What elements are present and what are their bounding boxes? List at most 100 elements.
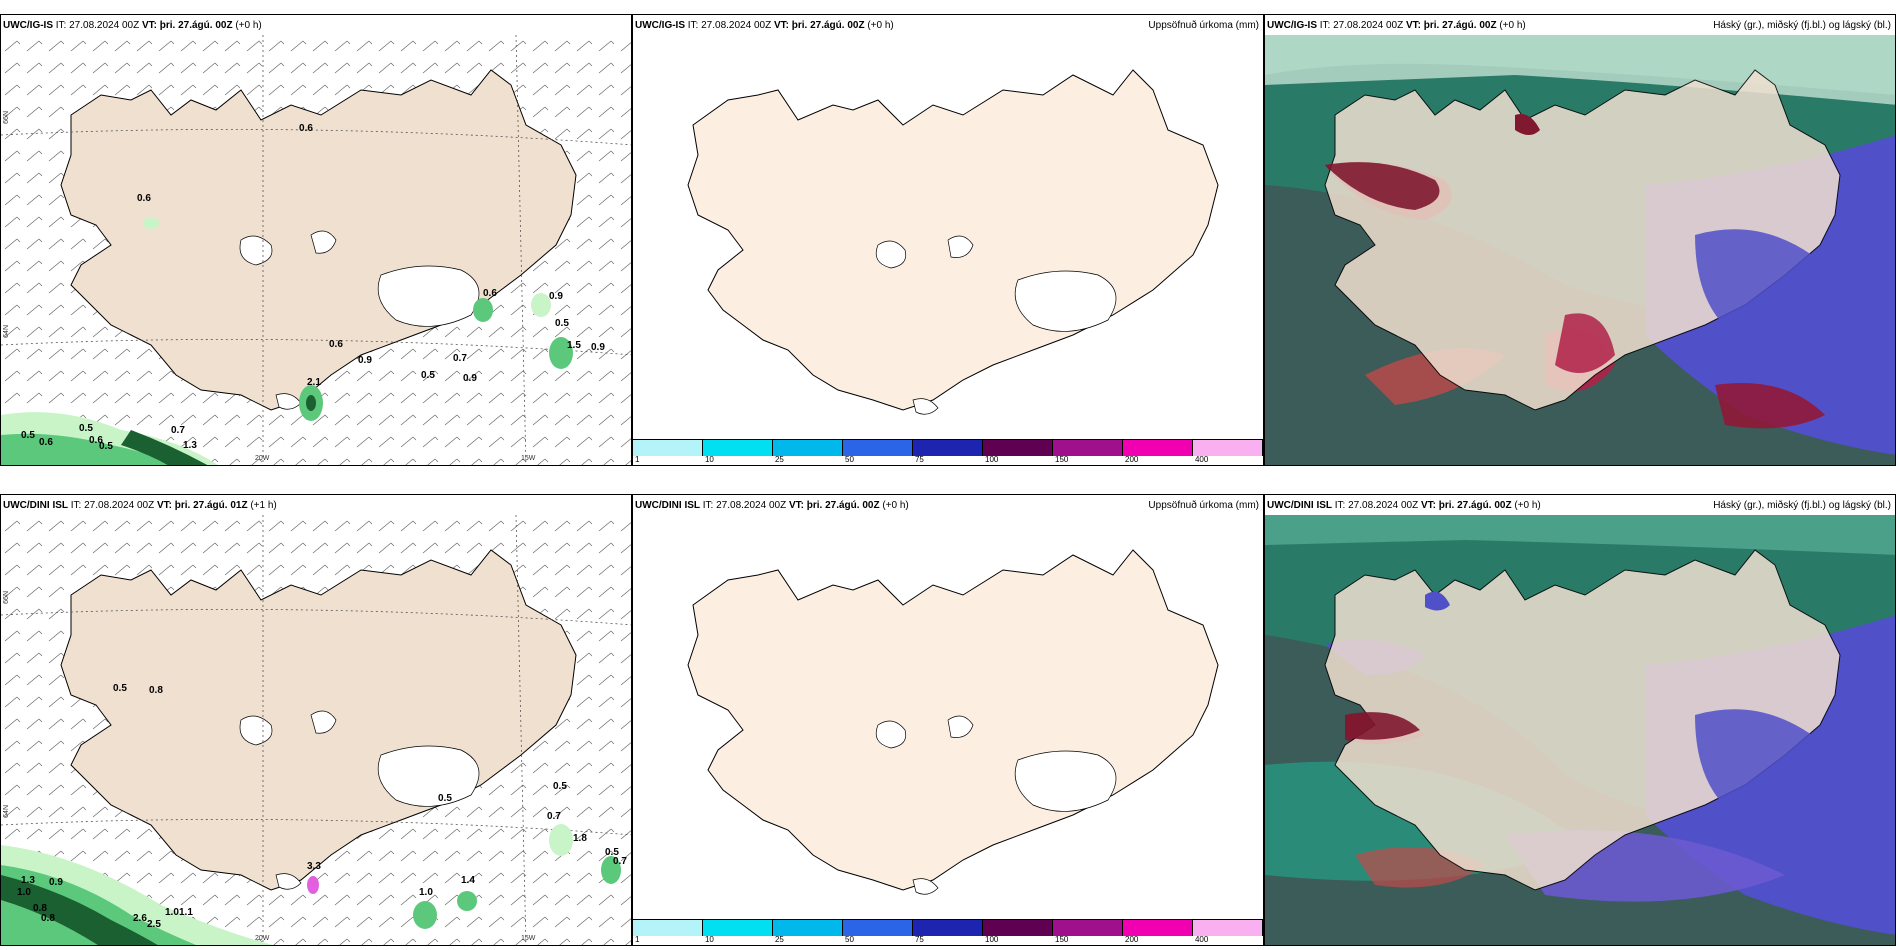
lon-label-15: 15W	[521, 455, 536, 462]
precip-value: 0.8	[41, 913, 55, 924]
precip-value: 0.5	[21, 430, 35, 441]
lat-label-66: 66N	[3, 591, 10, 604]
colorbar-label: 75	[914, 455, 924, 464]
wind-precip-map	[1, 515, 631, 945]
colorbar-label: 10	[704, 455, 714, 464]
precip-value: 0.9	[549, 291, 563, 302]
precip-value: 0.5	[605, 847, 619, 858]
colorbar-label: 400	[1194, 455, 1209, 464]
accumulated-precip-map	[687, 69, 1219, 415]
precip-value: 0.6	[329, 339, 343, 350]
colorbar-segment	[843, 440, 913, 456]
cloud-cover-map	[1265, 515, 1895, 945]
colorbar-label: 100	[985, 935, 999, 944]
colorbar-label: 10	[704, 935, 714, 944]
precip-value: 0.5	[555, 318, 569, 329]
colorbar-segment	[703, 920, 773, 936]
colorbar-segment	[913, 920, 983, 936]
precip-value: 1.0	[165, 907, 179, 918]
precip-colorbar: 1 10 25 50 75 100 150 200 400	[633, 439, 1263, 465]
panel-header: UWC/IG-IS IT: 27.08.2024 00Z VT: þri. 27…	[3, 20, 262, 31]
panel-top-precip: UWC/IG-IS IT: 27.08.2024 00Z VT: þri. 27…	[632, 14, 1264, 466]
precip-value: 3.3	[307, 861, 321, 872]
cloud-cover-map	[1265, 35, 1895, 465]
lon-label-15: 15W	[521, 935, 536, 942]
lat-label-66: 66N	[3, 111, 10, 124]
colorbar-label: 50	[845, 935, 854, 944]
colorbar-label: 25	[774, 455, 784, 464]
lon-label-20: 20W	[255, 935, 270, 942]
precip-value: 1.8	[573, 833, 587, 844]
panel-top-clouds: UWC/IG-IS IT: 27.08.2024 00Z VT: þri. 27…	[1264, 14, 1896, 466]
colorbar-segment	[1053, 440, 1123, 456]
precip-value: 1.3	[21, 875, 35, 886]
colorbar-segment	[1193, 440, 1263, 456]
precip-value: 0.7	[547, 811, 561, 822]
precip-value: 0.9	[591, 342, 605, 353]
panel-bottom-precip: UWC/DINI ISL IT: 27.08.2024 00Z VT: þri.…	[632, 494, 1264, 946]
lon-label-20: 20W	[255, 455, 270, 462]
colorbar-label: 200	[1125, 455, 1139, 464]
precip-value: 0.5	[421, 370, 435, 381]
colorbar-segment	[1193, 920, 1263, 936]
panel-variable-title: Uppsöfnuð úrkoma (mm)	[1148, 500, 1259, 511]
precip-value: 0.9	[358, 355, 372, 366]
precip-value: 2.1	[307, 377, 321, 388]
precip-value: 1.0	[17, 887, 31, 898]
panel-variable-title: Háský (gr.), miðský (fj.bl.) og lágský (…	[1713, 500, 1891, 511]
colorbar-label: 150	[1055, 935, 1069, 944]
precip-value: 1.1	[179, 907, 193, 918]
colorbar-segment	[1123, 440, 1193, 456]
panel-header: UWC/DINI ISL IT: 27.08.2024 00Z VT: þri.…	[1267, 500, 1541, 511]
precip-value: 0.9	[49, 877, 63, 888]
precip-value: 1.3	[183, 440, 197, 451]
colorbar-label: 400	[1194, 935, 1209, 944]
panel-header: UWC/IG-IS IT: 27.08.2024 00Z VT: þri. 27…	[1267, 20, 1526, 31]
panel-top-wind: UWC/IG-IS IT: 27.08.2024 00Z VT: þri. 27…	[0, 14, 632, 466]
colorbar-segment	[633, 440, 703, 456]
accumulated-precip-map	[687, 549, 1219, 895]
precip-value: 1.5	[567, 340, 581, 351]
precip-value: 0.5	[553, 781, 567, 792]
colorbar-label: 1	[635, 455, 640, 464]
colorbar-label: 25	[774, 935, 784, 944]
precip-value: 0.5	[79, 423, 93, 434]
precip-value: 0.9	[463, 373, 477, 384]
precip-value: 0.8	[33, 903, 47, 914]
precip-value: 0.6	[137, 193, 151, 204]
colorbar-label: 50	[845, 455, 854, 464]
colorbar-segment	[773, 440, 843, 456]
precip-value: 0.6	[89, 435, 103, 446]
precip-colorbar: 1 10 25 50 75 100 150 200 400	[633, 919, 1263, 945]
colorbar-segment	[633, 920, 703, 936]
colorbar-segment	[773, 920, 843, 936]
precip-value: 0.7	[171, 425, 185, 436]
panel-variable-title: Háský (gr.), miðský (fj.bl.) og lágský (…	[1713, 20, 1891, 31]
colorbar-label: 1	[635, 935, 640, 944]
panel-header: UWC/DINI ISL IT: 27.08.2024 00Z VT: þri.…	[635, 500, 909, 511]
precip-value: 0.6	[483, 288, 497, 299]
precip-value: 0.6	[299, 123, 313, 134]
colorbar-label: 75	[914, 935, 924, 944]
colorbar-segment	[913, 440, 983, 456]
colorbar-segment	[983, 920, 1053, 936]
precip-value: 1.4	[461, 875, 475, 886]
precip-value: 0.6	[39, 437, 53, 448]
precip-value: 2.5	[147, 919, 161, 930]
colorbar-label: 150	[1055, 455, 1069, 464]
panel-header: UWC/DINI ISL IT: 27.08.2024 00Z VT: þri.…	[3, 500, 277, 511]
lat-label-64: 64N	[3, 805, 10, 818]
colorbar-segment	[983, 440, 1053, 456]
precip-value: 0.8	[149, 685, 163, 696]
panel-bottom-wind: UWC/DINI ISL IT: 27.08.2024 00Z VT: þri.…	[0, 494, 632, 946]
precip-value: 0.5	[99, 441, 113, 452]
colorbar-label: 100	[985, 455, 999, 464]
precip-value: 1.0	[419, 887, 433, 898]
precip-value: 0.7	[613, 856, 627, 867]
precip-value: 0.5	[113, 683, 127, 694]
precip-value: 2.6	[133, 913, 147, 924]
wind-precip-map	[1, 35, 631, 465]
colorbar-segment	[1123, 920, 1193, 936]
panel-variable-title: Uppsöfnuð úrkoma (mm)	[1148, 20, 1259, 31]
colorbar-segment	[843, 920, 913, 936]
